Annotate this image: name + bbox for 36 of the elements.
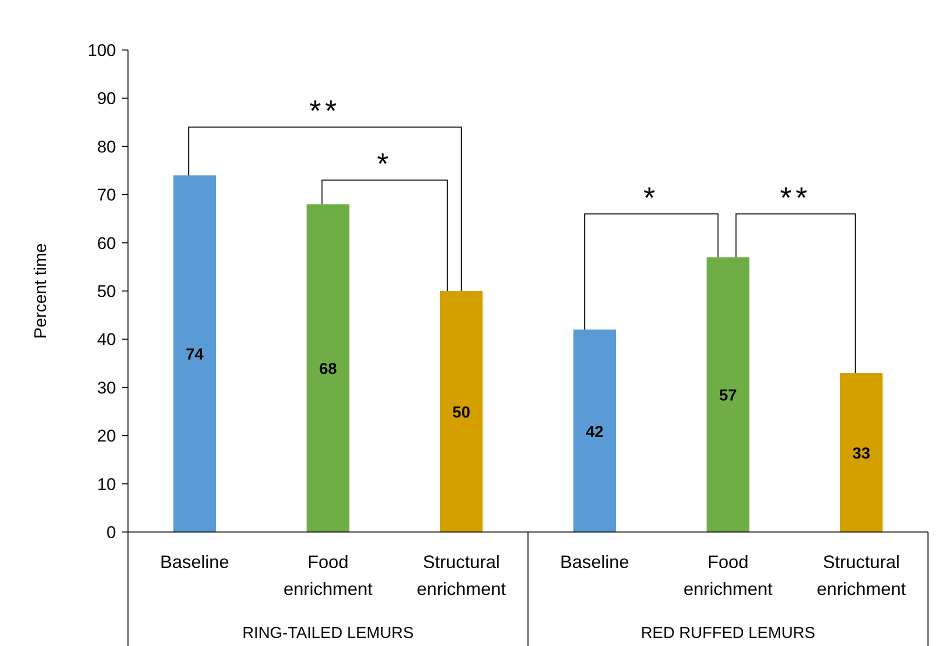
y-tick-label: 60 <box>97 234 116 253</box>
y-tick-label: 70 <box>97 186 116 205</box>
y-tick-label: 100 <box>88 41 116 60</box>
y-tick-label: 10 <box>97 474 116 494</box>
bar <box>706 257 750 532</box>
annotation: ** <box>309 95 341 128</box>
bar <box>573 330 616 532</box>
annotation: * <box>643 182 660 215</box>
data-label: 42 <box>586 424 604 441</box>
annotation: ** <box>780 182 812 215</box>
y-tick-label: 30 <box>97 378 116 398</box>
data-label: 57 <box>719 388 737 405</box>
bar <box>840 372 883 532</box>
x-tick-label: Food enrichment <box>683 552 773 599</box>
y-tick-label: 80 <box>97 137 116 156</box>
text: RING-TAILED LEMURS <box>242 625 414 642</box>
bar <box>306 204 350 532</box>
x-tick-label: Baseline <box>560 552 630 572</box>
y-tick-label: 20 <box>97 426 116 446</box>
x-tick-label: Food enrichment <box>283 552 373 599</box>
data-label: 33 <box>852 445 870 462</box>
text: RED RUFFED LEMURS <box>640 625 816 642</box>
y-tick-label: 50 <box>97 282 116 301</box>
x-tick-label: Baseline <box>160 552 230 572</box>
y-tick-label: 0 <box>106 523 116 542</box>
y-tick-label: 90 <box>97 89 116 108</box>
annotation: * <box>376 148 393 182</box>
data-label: 68 <box>319 361 337 378</box>
x-tick-label: Structural enrichment <box>816 552 906 599</box>
x-tick-label: Structural enrichment <box>416 552 506 599</box>
bar <box>440 291 483 532</box>
y-tick-label: 40 <box>97 330 116 350</box>
y-axis-title: Percent time <box>31 243 50 339</box>
data-label: 50 <box>452 404 470 422</box>
bar <box>173 175 216 532</box>
data-label: 74 <box>186 346 204 364</box>
